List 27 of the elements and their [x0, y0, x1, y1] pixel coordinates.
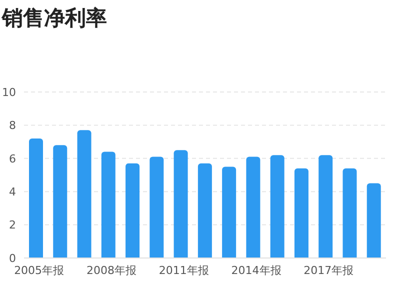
bar	[77, 130, 92, 258]
bar	[126, 163, 140, 258]
y-tick-label: 2	[9, 218, 16, 232]
x-tick-label: 2014年报	[231, 264, 282, 277]
y-tick-label: 0	[9, 252, 16, 265]
y-tick-label: 8	[9, 119, 16, 132]
bar	[101, 152, 116, 258]
bar	[198, 163, 212, 258]
bar	[342, 168, 357, 258]
x-tick-label: 2011年报	[158, 264, 209, 277]
y-tick-label: 6	[9, 152, 16, 166]
bar	[53, 145, 68, 258]
y-tick-label: 4	[9, 186, 16, 199]
bar	[294, 168, 308, 258]
x-tick-label: 2005年报	[14, 264, 64, 277]
bar	[270, 155, 284, 258]
bar	[29, 138, 43, 258]
chart-title: 销售净利率	[2, 5, 107, 32]
y-tick-label: 10	[2, 86, 16, 99]
x-tick-label: 2017年报	[304, 264, 354, 277]
bar	[366, 183, 381, 258]
bar	[246, 156, 260, 258]
bar	[150, 156, 164, 258]
bar	[174, 150, 188, 258]
bar	[318, 155, 333, 258]
bar	[222, 166, 236, 258]
x-tick-label: 2008年报	[86, 264, 136, 277]
